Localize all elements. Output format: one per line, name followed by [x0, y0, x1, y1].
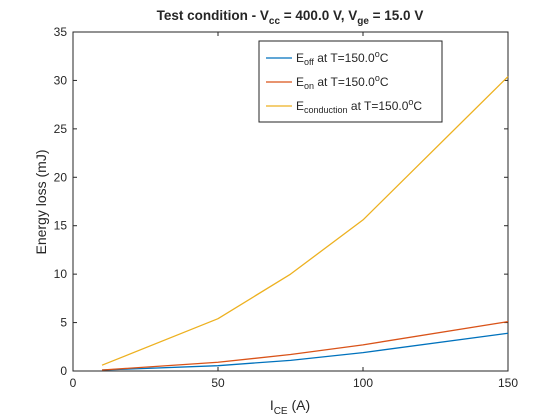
- x-tick-label: 0: [70, 376, 77, 390]
- y-tick-label: 20: [54, 170, 68, 184]
- y-axis-label: Energy loss (mJ): [33, 149, 49, 254]
- legend-entry-off: Eoff at T=150.0oC: [296, 49, 389, 67]
- ticks: 0 50 100 150 0 5 10 15 20 25 30 35: [54, 25, 519, 390]
- y-tick-label: 30: [54, 73, 68, 87]
- x-tick-label: 50: [211, 376, 225, 390]
- legend-entry-on: Eon at T=150.0oC: [296, 73, 389, 91]
- y-tick-label: 35: [54, 25, 68, 39]
- legend-entry-conduction: Econduction at T=150.0oC: [296, 97, 422, 115]
- series-layer: [101, 76, 509, 371]
- x-axis-label: ICE (A): [270, 397, 310, 417]
- chart-title: Test condition - Vcc = 400.0 V, Vge = 15…: [157, 8, 424, 27]
- series-line-off: [101, 332, 509, 371]
- x-tick-label: 100: [353, 376, 373, 390]
- x-tick-label: 150: [498, 376, 518, 390]
- y-tick-label: 0: [60, 364, 67, 378]
- series-line-on: [101, 320, 509, 371]
- y-tick-label: 15: [54, 219, 68, 233]
- y-tick-label: 10: [54, 267, 68, 281]
- series-line-conduction: [101, 76, 509, 366]
- y-tick-label: 25: [54, 122, 68, 136]
- legend: Eoff at T=150.0oC Eon at T=150.0oC Econduc…: [258, 40, 443, 123]
- y-tick-label: 5: [60, 316, 67, 330]
